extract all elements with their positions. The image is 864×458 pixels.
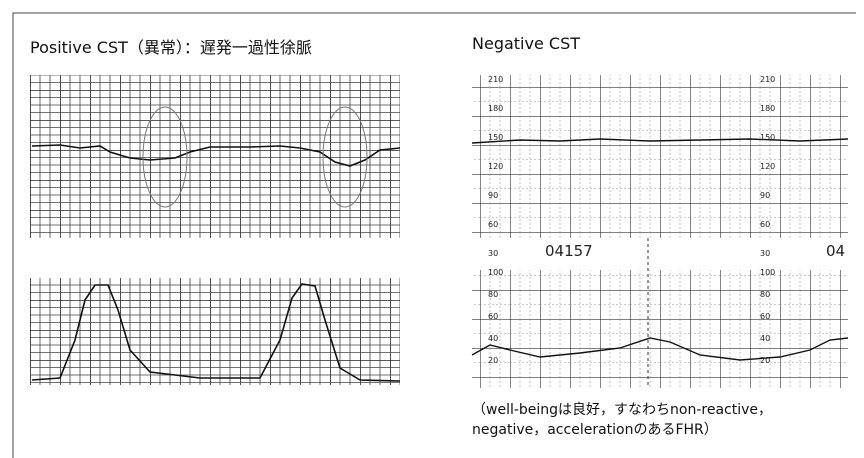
fhr-strip	[472, 75, 848, 238]
fhr-strip	[30, 75, 400, 238]
scale-label: 40	[488, 334, 498, 343]
scale-label: 90	[760, 191, 770, 200]
scale-label: 60	[488, 220, 498, 229]
scale-label: 60	[488, 312, 498, 321]
scale-label: 120	[760, 162, 775, 171]
scale-label: 60	[760, 220, 770, 229]
scale-label: 90	[488, 191, 498, 200]
scale-label: 20	[488, 356, 498, 365]
scale-label: 210	[760, 75, 775, 84]
left-title: Positive CST（異常）：遅発一過性徐脈	[30, 34, 312, 58]
strip-number: 04	[826, 242, 845, 260]
scale-label: 100	[760, 268, 775, 277]
uc-strip	[30, 278, 400, 385]
scale-label: 180	[760, 104, 775, 113]
caption-line: negative，accelerationのあるFHR）	[472, 420, 718, 440]
scale-label: 30	[488, 249, 498, 258]
scale-label: 80	[760, 290, 770, 299]
scale-label: 60	[760, 312, 770, 321]
right-title: Negative CST	[472, 34, 580, 53]
scale-label: 210	[488, 75, 503, 84]
scale-label: 150	[488, 133, 503, 142]
figure: 210 210 180 180 150 150 120 120 90 90 60 60 30 30 100 1…	[0, 0, 864, 458]
strip-number: 04157	[545, 242, 593, 260]
uc-strip	[472, 270, 848, 388]
scale-label: 20	[760, 356, 770, 365]
scale-label: 30	[760, 249, 770, 258]
scale-label: 100	[488, 268, 503, 277]
page: 210 210 180 180 150 150 120 120 90 90 60 60 30 30 100 1…	[0, 0, 864, 458]
scale-label: 80	[488, 290, 498, 299]
scale-label: 150	[760, 133, 775, 142]
scale-label: 40	[760, 334, 770, 343]
scale-label: 120	[488, 162, 503, 171]
scale-label: 180	[488, 104, 503, 113]
caption-line: （well-beingは良好，すなわちnon-reactive，	[472, 400, 772, 420]
